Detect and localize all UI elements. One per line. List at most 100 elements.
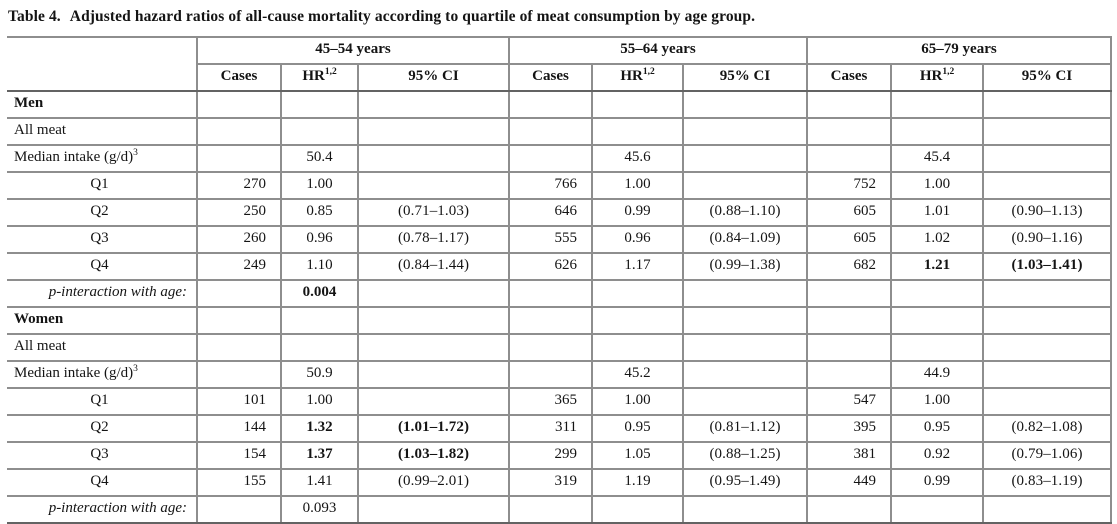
column-header-row: Cases HR1,2 95% CI Cases HR1,2 95% CI Ca… [7,63,1111,92]
cell-ci [357,387,509,416]
cell-hr [591,306,683,335]
cell-hr: 0.85 [280,198,358,227]
cell-ci [982,144,1111,173]
cell-ci: (0.99–1.38) [682,252,807,281]
cell-cases: 626 [508,252,592,281]
cell-cases: 101 [196,387,281,416]
cell-ci [682,495,807,524]
cell-ci [682,144,807,173]
row-label: p-interaction with age: [7,279,197,308]
cell-ci [982,171,1111,200]
cell-hr: 0.96 [591,225,683,254]
cell-hr: 50.9 [280,360,358,389]
cell-cases [508,333,592,362]
cell-cases [196,333,281,362]
cell-ci [357,333,509,362]
cell-ci: (0.81–1.12) [682,414,807,443]
cell-hr [280,117,358,146]
hr-footnote-marker: 1,2 [642,67,655,78]
cell-cases [196,90,281,119]
age-group-header-55-64: 55–64 years [508,36,807,65]
hr-header-2: HR1,2 [591,63,683,92]
cell-hr: 1.00 [591,171,683,200]
cell-cases [196,279,281,308]
row-label: Q4 [7,252,197,281]
row-label: All meat [7,117,197,146]
table-row: Median intake (g/d)3 50.9 45.2 44.9 [7,360,1111,389]
table-number: Table 4. [8,8,61,25]
cell-ci: (0.90–1.16) [982,225,1111,254]
cell-ci: (0.82–1.08) [982,414,1111,443]
cell-ci [357,144,509,173]
row-label: p-interaction with age: [7,495,197,524]
row-label: Q3 [7,225,197,254]
cell-ci [982,117,1111,146]
cell-hr: 1.21 [890,252,983,281]
cell-hr [890,306,983,335]
cell-ci [357,360,509,389]
cell-cases: 144 [196,414,281,443]
cases-header-2: Cases [508,63,592,92]
row-label: Men [7,90,197,119]
table-row: Q1 101 1.00 365 1.00 547 1.00 [7,387,1111,416]
table-row: Women [7,306,1111,335]
ci-header-2: 95% CI [682,63,807,92]
cell-cases [806,495,891,524]
cell-cases: 365 [508,387,592,416]
cell-hr: 45.6 [591,144,683,173]
cell-hr: 44.9 [890,360,983,389]
hazard-ratio-table: 45–54 years 55–64 years 65–79 years Case… [7,35,1112,524]
label-footnote-marker: 3 [133,364,138,375]
cell-cases: 547 [806,387,891,416]
cell-cases: 555 [508,225,592,254]
cell-cases [508,279,592,308]
cell-hr [890,495,983,524]
row-label: Median intake (g/d)3 [7,144,197,173]
table-row: p-interaction with age: 0.093 [7,495,1111,524]
cell-hr: 0.99 [890,468,983,497]
hr-header-3: HR1,2 [890,63,983,92]
table-row: Q2 250 0.85 (0.71–1.03) 646 0.99 (0.88–1.10) 60… [7,198,1111,227]
cell-ci: (0.95–1.49) [682,468,807,497]
cell-cases: 270 [196,171,281,200]
table-row: Men [7,90,1111,119]
cell-hr [890,279,983,308]
row-label: Q1 [7,387,197,416]
table-caption: Adjusted hazard ratios of all-cause mort… [69,8,756,25]
cell-cases [508,90,592,119]
cell-cases: 605 [806,198,891,227]
cell-cases: 319 [508,468,592,497]
cell-ci [982,333,1111,362]
cell-cases: 249 [196,252,281,281]
table-row: Q4 249 1.10 (0.84–1.44) 626 1.17 (0.99–1.38) 68… [7,252,1111,281]
cell-cases: 260 [196,225,281,254]
table-row: p-interaction with age: 0.004 [7,279,1111,308]
cell-ci: (0.83–1.19) [982,468,1111,497]
hr-footnote-marker: 1,2 [324,67,337,78]
cell-cases: 311 [508,414,592,443]
row-label: Q3 [7,441,197,470]
row-label: Median intake (g/d)3 [7,360,197,389]
cell-hr [591,117,683,146]
cell-hr: 1.19 [591,468,683,497]
cell-ci [682,387,807,416]
cell-ci [682,306,807,335]
cell-hr: 1.00 [591,387,683,416]
cell-hr [280,333,358,362]
cell-cases: 605 [806,225,891,254]
cell-hr: 45.2 [591,360,683,389]
row-label: Q1 [7,171,197,200]
cell-cases [508,495,592,524]
cell-cases [806,360,891,389]
table-body: Men All meat Median intake (g/d)3 50.4 45.6 4… [7,90,1111,524]
cell-hr: 0.004 [280,279,358,308]
cell-hr: 1.00 [890,171,983,200]
cell-hr: 1.00 [280,171,358,200]
cell-hr: 1.17 [591,252,683,281]
cell-ci: (0.88–1.25) [682,441,807,470]
cell-ci [982,306,1111,335]
cell-ci: (0.90–1.13) [982,198,1111,227]
cell-ci [982,387,1111,416]
cell-cases: 299 [508,441,592,470]
